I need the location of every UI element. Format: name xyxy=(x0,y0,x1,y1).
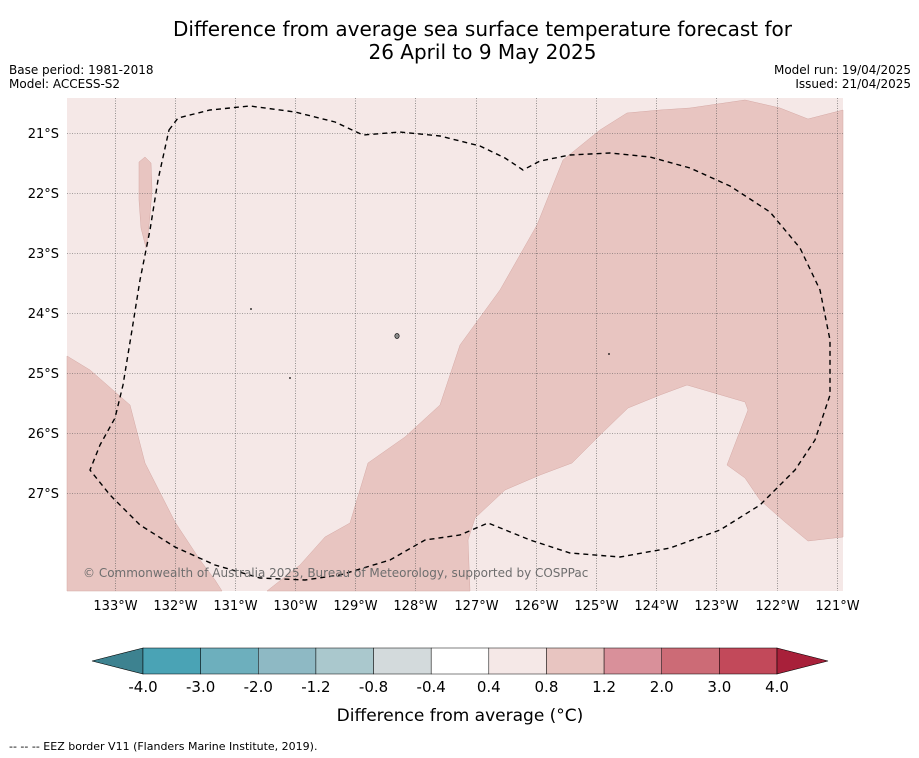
colorbar-tick-labels: -4.0 -3.0 -2.0 -1.2 -0.8 -0.4 0.4 0.8 1.2 2.0 3.0 4… xyxy=(128,678,789,696)
colorbar-tick-label: -1.2 xyxy=(301,678,330,696)
island-marker xyxy=(394,333,400,339)
map-panel: © Commonwealth of Australia 2025, Bureau… xyxy=(66,98,844,592)
island-marker xyxy=(608,353,610,355)
model-info: Base period: 1981-2018 Model: ACCESS-S2 xyxy=(9,63,154,91)
lat-label: 24°S xyxy=(28,307,59,322)
colorbar-segment xyxy=(315,647,374,675)
lon-label: 125°W xyxy=(574,599,618,614)
lat-label: 27°S xyxy=(28,487,59,502)
lat-label: 22°S xyxy=(28,187,59,202)
island-marker xyxy=(289,377,291,379)
base-period: Base period: 1981-2018 xyxy=(9,63,154,77)
lon-label: 129°W xyxy=(333,599,377,614)
colorbar-title: Difference from average (°C) xyxy=(337,706,584,726)
lon-label: 127°W xyxy=(454,599,498,614)
colorbar-segment xyxy=(373,647,432,675)
latitude-labels: 21°S 22°S 23°S 24°S 25°S 26°S 27°S xyxy=(28,127,59,502)
colorbar-segment xyxy=(258,647,317,675)
colorbar-tick-label: 4.0 xyxy=(765,678,789,696)
colorbar-segment xyxy=(603,647,662,675)
colorbar-segment xyxy=(719,647,778,675)
lon-label: 133°W xyxy=(93,599,137,614)
colorbar-over-arrow xyxy=(776,647,829,675)
copyright-credit: © Commonwealth of Australia 2025, Bureau… xyxy=(83,566,588,580)
colorbar-segment xyxy=(142,647,201,675)
colorbar: -4.0 -3.0 -2.0 -1.2 -0.8 -0.4 0.4 0.8 1.2 2.0 3.0 4… xyxy=(91,647,829,726)
issued-date: Issued: 21/04/2025 xyxy=(795,77,911,91)
lon-label: 131°W xyxy=(213,599,257,614)
lat-label: 23°S xyxy=(28,247,59,262)
colorbar-tick-label: -0.4 xyxy=(417,678,446,696)
longitude-labels: 133°W 132°W 131°W 130°W 129°W 128°W 127°… xyxy=(93,599,859,614)
colorbar-tick-label: 2.0 xyxy=(650,678,674,696)
gridlines xyxy=(67,98,843,591)
title-line-1: Difference from average sea surface temp… xyxy=(172,17,792,41)
model-run: Model run: 19/04/2025 xyxy=(773,63,911,77)
colorbar-tick-label: 0.8 xyxy=(535,678,559,696)
colorbar-tick-label: -4.0 xyxy=(128,678,157,696)
colorbar-segment xyxy=(546,647,605,675)
colorbar-segment xyxy=(661,647,720,675)
lat-label: 26°S xyxy=(28,427,59,442)
colorbar-segment xyxy=(200,647,259,675)
map-title: Difference from average sea surface temp… xyxy=(60,18,905,64)
lon-label: 123°W xyxy=(694,599,738,614)
colorbar-tick-label: -3.0 xyxy=(186,678,215,696)
eez-footnote: -- -- -- EEZ border V11 (Flanders Marine… xyxy=(9,740,318,753)
lat-label: 25°S xyxy=(28,367,59,382)
warm-anomaly-region-east xyxy=(266,99,844,592)
lon-label: 122°W xyxy=(755,599,799,614)
lon-label: 128°W xyxy=(393,599,437,614)
colorbar-tick-label: -0.8 xyxy=(359,678,388,696)
island-marker xyxy=(250,308,252,310)
lon-label: 124°W xyxy=(634,599,678,614)
colorbar-tick-label: 0.4 xyxy=(477,678,501,696)
run-info: Model run: 19/04/2025 Issued: 21/04/2025 xyxy=(774,63,911,91)
colorbar-segments xyxy=(142,647,778,675)
colorbar-tick-label: 3.0 xyxy=(707,678,731,696)
eez-border xyxy=(89,105,831,581)
lon-label: 121°W xyxy=(815,599,859,614)
colorbar-segment xyxy=(488,647,547,675)
warm-anomaly-region-southwest xyxy=(66,355,223,592)
model-name: Model: ACCESS-S2 xyxy=(9,77,121,91)
colorbar-tick-label: 1.2 xyxy=(592,678,616,696)
colorbar-under-arrow xyxy=(91,647,144,675)
lon-label: 126°W xyxy=(514,599,558,614)
colorbar-tick-label: -2.0 xyxy=(244,678,273,696)
lon-label: 130°W xyxy=(273,599,317,614)
lon-label: 132°W xyxy=(153,599,197,614)
warm-anomaly-strip xyxy=(138,156,153,249)
title-line-2: 26 April to 9 May 2025 xyxy=(368,40,597,64)
colorbar-segment xyxy=(430,647,490,675)
lat-label: 21°S xyxy=(28,127,59,142)
